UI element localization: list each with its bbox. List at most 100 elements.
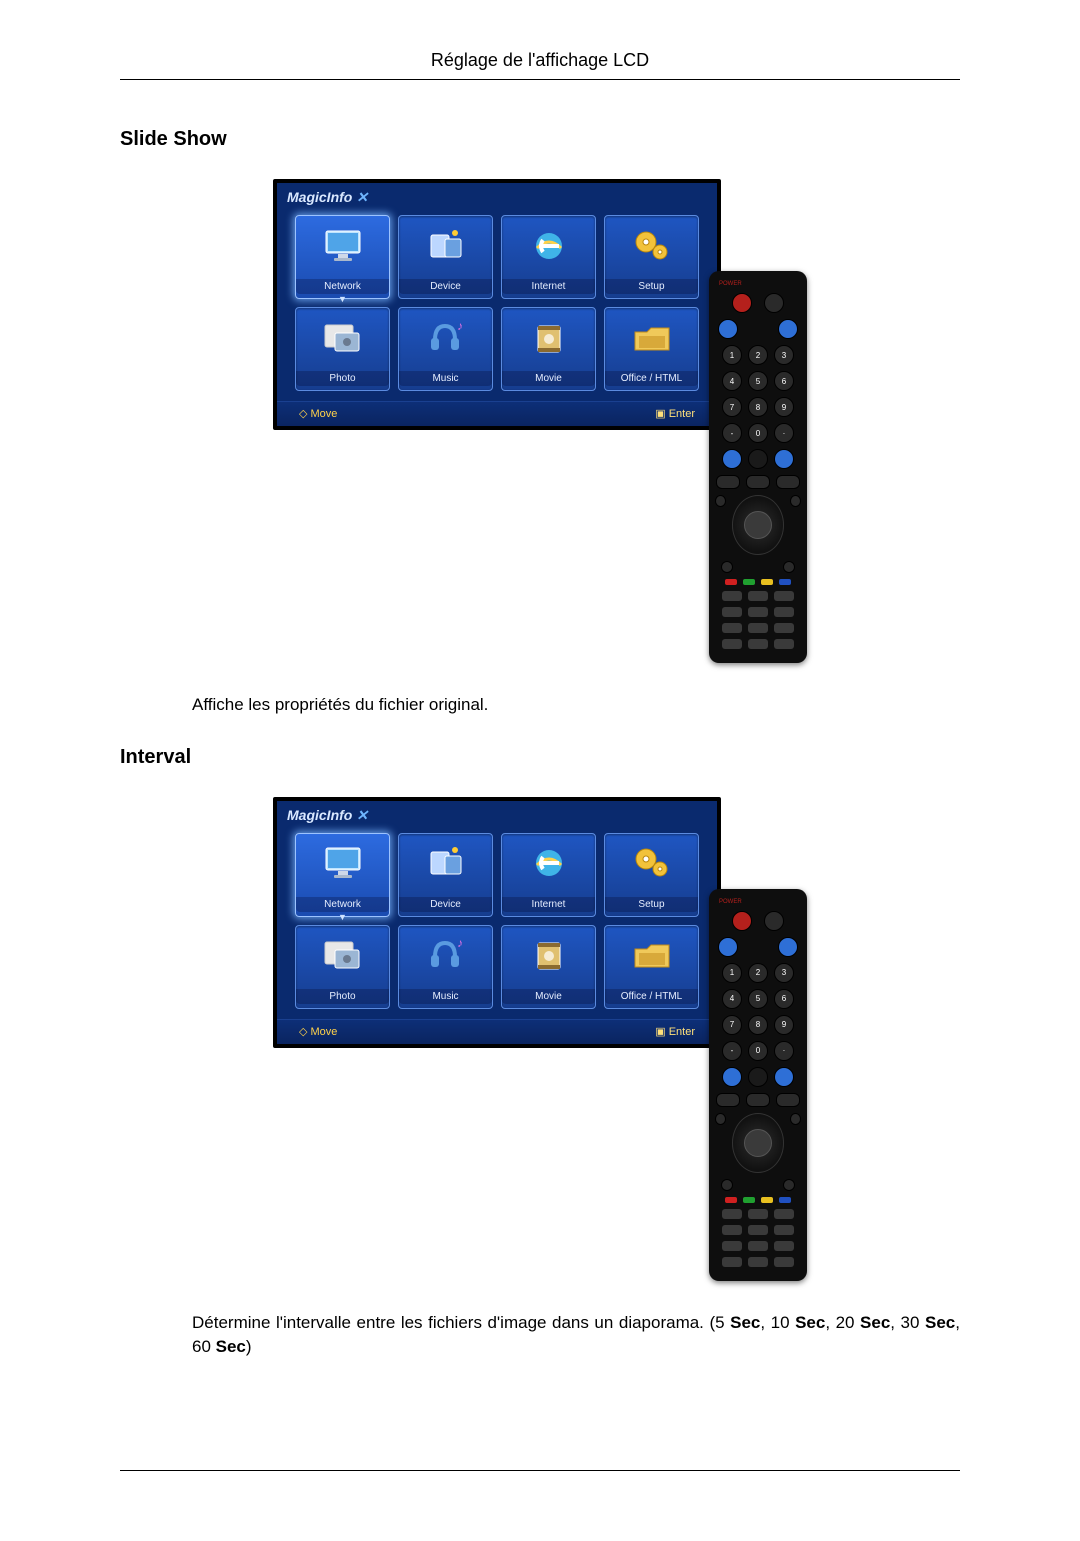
func-button[interactable]	[748, 607, 768, 617]
mute-button[interactable]	[748, 449, 768, 469]
color-button[interactable]	[743, 1197, 755, 1203]
color-button[interactable]	[779, 1197, 791, 1203]
numpad-4[interactable]: 4	[722, 371, 742, 391]
func-button[interactable]	[774, 623, 794, 633]
numpad-7[interactable]: 7	[722, 1015, 742, 1035]
numpad-3[interactable]: 3	[774, 345, 794, 365]
menu-tile-office-html[interactable]: Office / HTML	[604, 307, 699, 391]
numpad-1[interactable]: 1	[722, 963, 742, 983]
func-button[interactable]	[722, 1225, 742, 1235]
side-button[interactable]	[715, 495, 726, 507]
func-button[interactable]	[722, 1209, 742, 1219]
func-button[interactable]	[774, 1225, 794, 1235]
menu-tile-internet[interactable]: Internet	[501, 833, 596, 917]
guide-button[interactable]	[746, 475, 770, 489]
menu-tile-music[interactable]: ♪ Music	[398, 925, 493, 1009]
color-button[interactable]	[761, 1197, 773, 1203]
numpad-2[interactable]: 2	[748, 963, 768, 983]
menu-tile-setup[interactable]: Setup	[604, 215, 699, 299]
numpad-·[interactable]: ·	[774, 423, 794, 443]
menu-tile-office-html[interactable]: Office / HTML	[604, 925, 699, 1009]
func-button[interactable]	[774, 591, 794, 601]
color-button[interactable]	[725, 579, 737, 585]
func-button[interactable]	[748, 1225, 768, 1235]
menu-tile-device[interactable]: Device	[398, 215, 493, 299]
func-button[interactable]	[748, 1209, 768, 1219]
color-button[interactable]	[743, 579, 755, 585]
func-button[interactable]	[774, 639, 794, 649]
mute-button[interactable]	[748, 1067, 768, 1087]
top-button[interactable]	[718, 319, 738, 339]
power-button[interactable]	[732, 911, 752, 931]
func-button[interactable]	[748, 591, 768, 601]
func-button[interactable]	[722, 623, 742, 633]
func-button[interactable]	[748, 623, 768, 633]
ch-button[interactable]	[774, 1067, 794, 1087]
numpad--[interactable]: -	[722, 423, 742, 443]
exit-button[interactable]	[783, 561, 795, 573]
numpad-7[interactable]: 7	[722, 397, 742, 417]
enter-button[interactable]	[744, 511, 772, 539]
source-button[interactable]	[764, 911, 784, 931]
return-button[interactable]	[776, 1093, 800, 1107]
numpad-9[interactable]: 9	[774, 1015, 794, 1035]
nav-wheel[interactable]	[732, 1113, 785, 1173]
side-button[interactable]	[715, 1113, 726, 1125]
func-button[interactable]	[722, 1257, 742, 1267]
numpad-4[interactable]: 4	[722, 989, 742, 1009]
func-button[interactable]	[722, 591, 742, 601]
numpad--[interactable]: -	[722, 1041, 742, 1061]
func-button[interactable]	[722, 1241, 742, 1251]
numpad-·[interactable]: ·	[774, 1041, 794, 1061]
func-button[interactable]	[748, 1257, 768, 1267]
numpad-8[interactable]: 8	[748, 397, 768, 417]
func-button[interactable]	[774, 607, 794, 617]
numpad-6[interactable]: 6	[774, 371, 794, 391]
vol-button[interactable]	[722, 449, 742, 469]
color-button[interactable]	[761, 579, 773, 585]
menu-tile-network[interactable]: Network ▼	[295, 833, 390, 917]
top-button[interactable]	[778, 937, 798, 957]
side-button[interactable]	[790, 1113, 801, 1125]
menu-button[interactable]	[716, 475, 740, 489]
source-button[interactable]	[764, 293, 784, 313]
func-button[interactable]	[748, 1241, 768, 1251]
color-button[interactable]	[725, 1197, 737, 1203]
ch-button[interactable]	[774, 449, 794, 469]
numpad-2[interactable]: 2	[748, 345, 768, 365]
nav-wheel[interactable]	[732, 495, 785, 555]
func-button[interactable]	[774, 1209, 794, 1219]
menu-tile-setup[interactable]: Setup	[604, 833, 699, 917]
menu-tile-photo[interactable]: Photo	[295, 307, 390, 391]
menu-tile-internet[interactable]: Internet	[501, 215, 596, 299]
top-button[interactable]	[718, 937, 738, 957]
return-button[interactable]	[776, 475, 800, 489]
numpad-9[interactable]: 9	[774, 397, 794, 417]
menu-button[interactable]	[716, 1093, 740, 1107]
info-button[interactable]	[721, 561, 733, 573]
menu-tile-photo[interactable]: Photo	[295, 925, 390, 1009]
numpad-5[interactable]: 5	[748, 989, 768, 1009]
guide-button[interactable]	[746, 1093, 770, 1107]
numpad-0[interactable]: 0	[748, 423, 768, 443]
menu-tile-movie[interactable]: Movie	[501, 925, 596, 1009]
func-button[interactable]	[722, 607, 742, 617]
vol-button[interactable]	[722, 1067, 742, 1087]
menu-tile-music[interactable]: ♪ Music	[398, 307, 493, 391]
menu-tile-network[interactable]: Network ▼	[295, 215, 390, 299]
numpad-6[interactable]: 6	[774, 989, 794, 1009]
numpad-0[interactable]: 0	[748, 1041, 768, 1061]
info-button[interactable]	[721, 1179, 733, 1191]
menu-tile-movie[interactable]: Movie	[501, 307, 596, 391]
enter-button[interactable]	[744, 1129, 772, 1157]
func-button[interactable]	[748, 639, 768, 649]
exit-button[interactable]	[783, 1179, 795, 1191]
top-button[interactable]	[778, 319, 798, 339]
func-button[interactable]	[774, 1241, 794, 1251]
func-button[interactable]	[774, 1257, 794, 1267]
numpad-3[interactable]: 3	[774, 963, 794, 983]
numpad-5[interactable]: 5	[748, 371, 768, 391]
numpad-1[interactable]: 1	[722, 345, 742, 365]
power-button[interactable]	[732, 293, 752, 313]
color-button[interactable]	[779, 579, 791, 585]
